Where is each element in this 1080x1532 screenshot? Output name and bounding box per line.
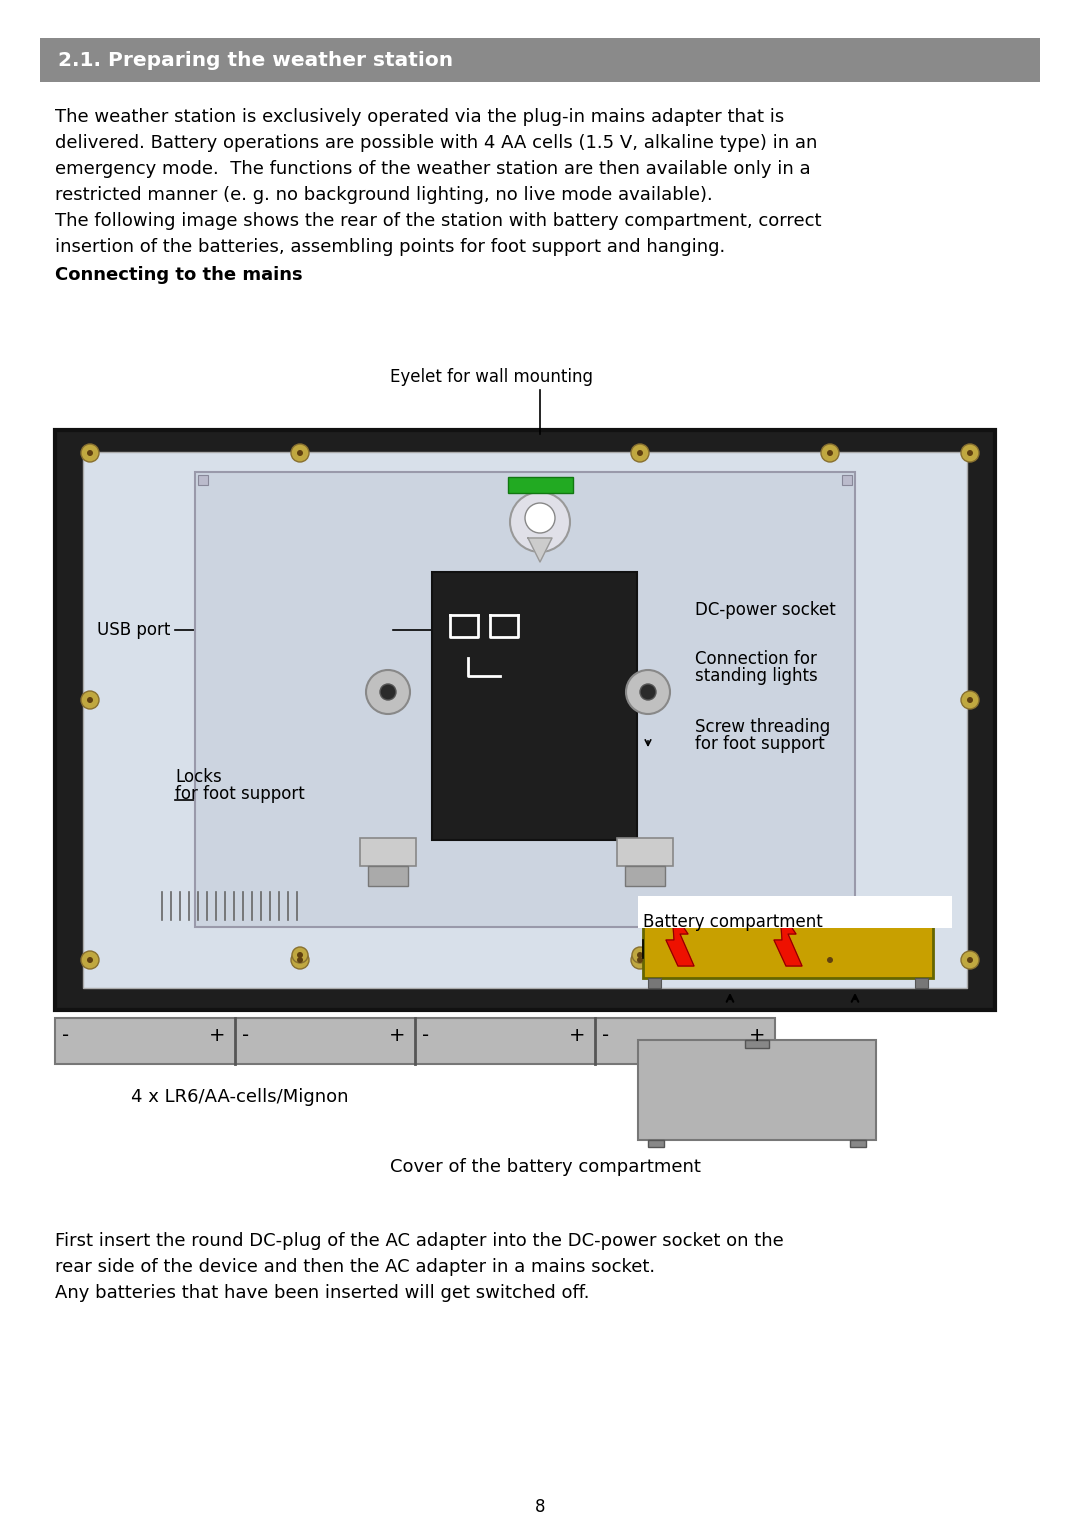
Circle shape [626,669,670,714]
Bar [617,838,673,866]
Text: standing lights: standing lights [696,666,818,685]
Text: rear side of the device and then the AC adapter in a mains socket.: rear side of the device and then the AC … [55,1258,656,1276]
Circle shape [87,697,93,703]
Text: delivered. Battery operations are possible with 4 AA cells (1.5 V, alkaline type: delivered. Battery operations are possib… [55,133,818,152]
Circle shape [961,951,978,970]
Bar [842,475,852,486]
Bar [432,571,637,840]
Circle shape [821,951,839,970]
Text: Cover of the battery compartment: Cover of the battery compartment [390,1158,701,1177]
Bar [643,898,933,977]
Text: The weather station is exclusively operated via the plug-in mains adapter that i: The weather station is exclusively opera… [55,107,784,126]
Circle shape [366,669,410,714]
Circle shape [297,951,303,958]
Bar [638,1040,876,1140]
Circle shape [967,958,973,964]
Text: -: - [242,1026,249,1045]
Bar [648,977,661,988]
Circle shape [632,947,648,964]
Circle shape [631,444,649,463]
Bar [55,1017,775,1065]
Circle shape [637,958,643,964]
Text: -: - [62,1026,69,1045]
Text: Battery compartment: Battery compartment [643,913,823,931]
Bar [55,430,995,1010]
Bar [40,38,1040,83]
Circle shape [821,444,839,463]
Text: for foot support: for foot support [175,784,305,803]
Bar [508,476,573,493]
Circle shape [291,444,309,463]
Circle shape [81,951,99,970]
Circle shape [631,951,649,970]
Text: DC-power socket: DC-power socket [696,601,836,619]
FancyBboxPatch shape [638,896,951,928]
Bar [745,1040,769,1048]
Bar [83,452,967,988]
Polygon shape [528,538,552,562]
Circle shape [637,951,643,958]
Circle shape [297,450,303,457]
Text: 4 x LR6/AA-cells/Mignon: 4 x LR6/AA-cells/Mignon [132,1088,349,1106]
Bar [915,977,928,988]
Circle shape [380,683,396,700]
Text: +: + [208,1026,225,1045]
Circle shape [961,691,978,709]
Circle shape [827,450,833,457]
Circle shape [81,444,99,463]
Circle shape [827,958,833,964]
Text: Connecting to the mains: Connecting to the mains [55,267,302,283]
Bar [195,472,855,927]
Bar [198,475,208,486]
Circle shape [297,958,303,964]
Bar [850,1140,866,1147]
Text: First insert the round DC-plug of the AC adapter into the DC-power socket on the: First insert the round DC-plug of the AC… [55,1232,784,1250]
Text: +: + [748,1026,765,1045]
Circle shape [967,450,973,457]
Circle shape [87,958,93,964]
Text: 2.1. Preparing the weather station: 2.1. Preparing the weather station [58,51,454,69]
Text: Locks: Locks [175,768,221,786]
Circle shape [87,450,93,457]
Circle shape [510,492,570,552]
Text: insertion of the batteries, assembling points for foot support and hanging.: insertion of the batteries, assembling p… [55,237,726,256]
Text: USB port: USB port [96,620,170,639]
Bar [648,1140,664,1147]
Circle shape [291,951,309,970]
Text: 8: 8 [535,1498,545,1517]
Text: Eyelet for wall mounting: Eyelet for wall mounting [390,368,593,386]
Text: +: + [389,1026,405,1045]
Text: The following image shows the rear of the station with battery compartment, corr: The following image shows the rear of th… [55,211,822,230]
Text: for foot support: for foot support [696,735,825,754]
Circle shape [292,947,308,964]
Circle shape [81,691,99,709]
Polygon shape [666,910,694,967]
Bar [368,866,408,885]
Text: +: + [568,1026,585,1045]
Circle shape [640,683,656,700]
Text: Any batteries that have been inserted will get switched off.: Any batteries that have been inserted wi… [55,1284,590,1302]
Circle shape [637,450,643,457]
Text: Screw threading: Screw threading [696,719,831,735]
Text: -: - [602,1026,609,1045]
Bar [360,838,416,866]
Circle shape [961,444,978,463]
Bar [625,866,665,885]
Text: emergency mode.  The functions of the weather station are then available only in: emergency mode. The functions of the wea… [55,159,811,178]
Text: restricted manner (e. g. no background lighting, no live mode available).: restricted manner (e. g. no background l… [55,185,713,204]
Polygon shape [774,910,802,967]
Circle shape [525,502,555,533]
Text: -: - [422,1026,429,1045]
Text: Connection for: Connection for [696,650,816,668]
Circle shape [967,697,973,703]
